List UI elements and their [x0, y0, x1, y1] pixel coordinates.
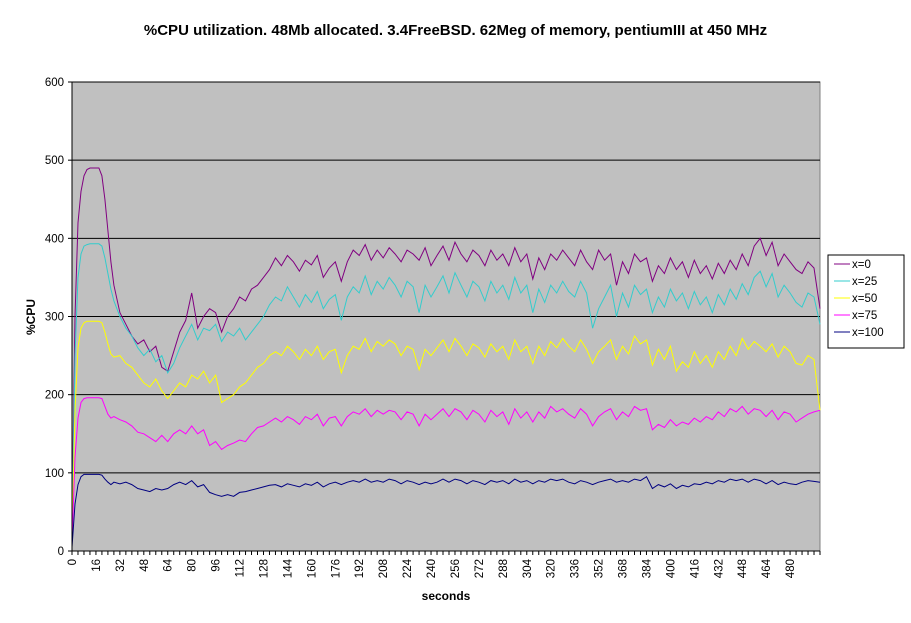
x-tick-label: 304: [522, 558, 534, 578]
x-tick-label: 384: [641, 558, 653, 578]
x-tick-label: 48: [139, 559, 151, 572]
x-axis-title: seconds: [422, 589, 471, 603]
x-tick-label: 0: [67, 559, 79, 565]
x-tick-label: 224: [402, 558, 414, 578]
series-line-x=25: [71, 243, 821, 536]
legend-label: x=75: [852, 310, 877, 322]
x-tick-label: 80: [187, 559, 199, 572]
y-tick-label: 400: [45, 233, 64, 245]
x-tick-label: 352: [594, 559, 606, 578]
x-tick-label: 16: [91, 559, 103, 572]
y-tick-label: 300: [45, 312, 64, 324]
y-tick-labels: 0 100 200 300 400 500 600: [45, 77, 64, 558]
chart-title: %CPU utilization. 48Mb allocated. 3.4Fre…: [143, 22, 768, 39]
legend-label: x=100: [852, 327, 884, 339]
series-line-x=50: [71, 320, 821, 540]
series-line-x=0: [71, 167, 821, 528]
x-tick-label: 320: [546, 559, 558, 578]
legend: x=0 x=25 x=50 x=75 x=100: [827, 254, 905, 349]
series-line-x=100: [71, 473, 821, 548]
x-tick-label: 176: [330, 559, 342, 578]
x-tick-label: 272: [474, 559, 486, 578]
y-tick-label: 500: [45, 155, 64, 167]
x-tick-label: 432: [713, 559, 725, 578]
x-tick-label: 128: [258, 559, 270, 578]
y-tick-label: 600: [45, 77, 64, 89]
y-tick-label: 200: [45, 390, 64, 402]
x-tick-label: 144: [282, 558, 294, 578]
x-tick-label: 416: [689, 559, 701, 578]
x-tick-label: 480: [785, 559, 797, 578]
x-tick-label: 336: [570, 559, 582, 578]
x-tick-label: 400: [665, 559, 677, 578]
legend-label: x=25: [852, 276, 877, 288]
series-line-x=75: [71, 397, 821, 544]
x-tick-label: 192: [354, 559, 366, 578]
series-lines: [71, 167, 821, 548]
x-tick-label: 464: [761, 558, 773, 578]
grid-lines: [72, 81, 820, 474]
x-tick-label: 208: [378, 559, 390, 578]
y-axis-title: %CPU: [24, 299, 38, 335]
x-tick-label: 96: [211, 559, 223, 572]
x-tick-label: 160: [306, 559, 318, 578]
x-tick-label: 112: [235, 559, 247, 577]
x-tick-label: 256: [450, 559, 462, 578]
x-tick-label: 64: [163, 558, 175, 571]
x-tick-label: 368: [618, 559, 630, 578]
x-tick-label: 448: [737, 559, 749, 578]
y-tick-label: 100: [45, 468, 64, 480]
axes: [68, 81, 821, 555]
y-tick-label: 0: [58, 546, 64, 558]
legend-label: x=50: [852, 293, 877, 305]
x-tick-label: 240: [426, 559, 438, 578]
x-tick-label: 288: [498, 559, 510, 578]
legend-label: x=0: [852, 259, 871, 271]
x-tick-labels: 0 16 32 48 64 80 96 112 128 144 160 176 192 208 224 240…: [67, 558, 797, 578]
x-tick-label: 32: [115, 559, 127, 572]
